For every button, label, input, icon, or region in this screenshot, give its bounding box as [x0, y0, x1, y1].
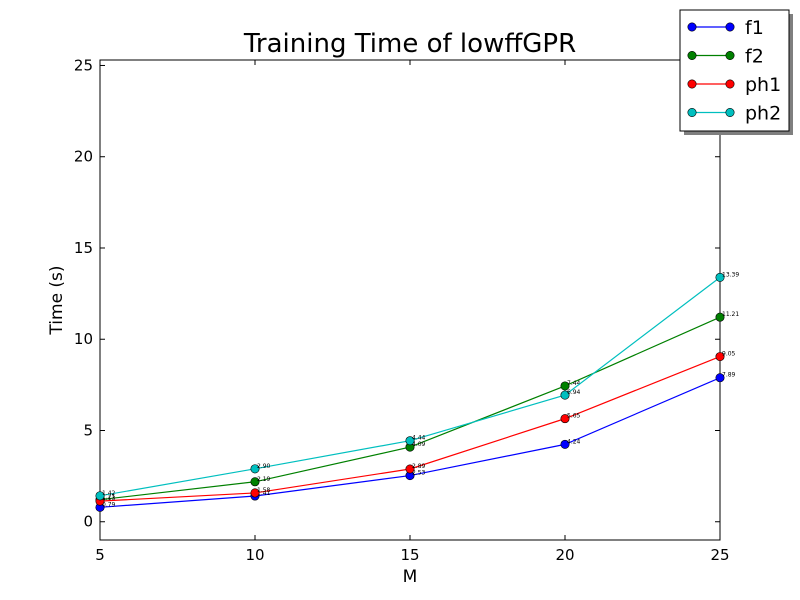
series-ph1: 1.13 1.58 2.89 5.65 9.05 [95, 351, 736, 506]
data-point [560, 390, 570, 400]
data-label: 2.90 [257, 463, 271, 470]
y-tick-label: 10 [74, 330, 93, 348]
data-label: 1.13 [102, 495, 116, 502]
legend-box [679, 9, 790, 132]
series-f2: 1.21 2.19 4.09 7.44 11.21 [95, 311, 739, 505]
x-tick-label: 10 [245, 546, 264, 564]
data-point [560, 414, 570, 424]
legend-label: f2 [745, 46, 764, 68]
legend-marker [725, 108, 735, 118]
y-tick-label: 20 [74, 148, 93, 166]
data-point [715, 272, 725, 282]
series-ph2: 1.42 2.90 4.44 6.94 13.39 [95, 271, 739, 501]
data-label: 1.58 [257, 487, 271, 494]
data-point [95, 491, 105, 501]
data-label: 4.24 [567, 438, 581, 445]
legend-marker [725, 50, 735, 60]
legend-marker [725, 79, 735, 89]
data-point [715, 352, 725, 362]
data-point [405, 464, 415, 474]
data-label: 1.41 [257, 490, 271, 497]
y-tick-label: 15 [74, 239, 93, 257]
data-label: 2.89 [412, 463, 426, 470]
data-label: 9.05 [722, 351, 736, 358]
x-tick-label: 15 [400, 546, 419, 564]
x-tick-label: 5 [95, 546, 105, 564]
legend-label: ph2 [745, 103, 781, 125]
data-label: 7.89 [722, 372, 736, 379]
data-label: 11.21 [722, 311, 739, 318]
data-point [250, 464, 260, 474]
legend-item-ph1: ph1 [687, 74, 781, 96]
data-label: 0.79 [102, 501, 116, 508]
legend-item-f1: f1 [687, 17, 764, 39]
data-label: 2.53 [412, 470, 426, 477]
chart-title: Training Time of lowffGPR [243, 29, 576, 59]
x-tick-label: 25 [710, 546, 729, 564]
legend-marker [725, 22, 735, 32]
data-label: 5.65 [567, 413, 581, 420]
data-label: 6.94 [567, 389, 581, 396]
plot-area: 5 10 15 20 2505101520250.791.412.534.247.891… [74, 56, 739, 564]
legend-item-f2: f2 [687, 46, 764, 68]
y-tick-label: 25 [74, 56, 93, 74]
data-point [405, 436, 415, 446]
y-tick-label: 0 [83, 513, 93, 531]
data-label: 7.44 [567, 380, 581, 387]
data-point [250, 477, 260, 487]
legend-marker [687, 79, 697, 89]
legend-marker [687, 108, 697, 118]
y-tick-label: 5 [83, 421, 93, 439]
data-point [560, 439, 570, 449]
y-axis-label: Time (s) [47, 265, 67, 335]
x-tick-label: 20 [555, 546, 574, 564]
data-label: 13.39 [722, 271, 739, 278]
data-point [560, 381, 570, 391]
x-axis-label: M [403, 567, 418, 587]
data-point [715, 312, 725, 322]
series-f1: 0.79 1.41 2.53 4.24 7.89 [95, 372, 736, 512]
legend-label: ph1 [745, 74, 781, 96]
data-label: 1.42 [102, 490, 116, 497]
data-point [715, 373, 725, 383]
data-point [250, 488, 260, 498]
series-line [99, 276, 721, 497]
legend: f1 f2 ph1 ph2 [679, 9, 793, 135]
legend-marker [687, 22, 697, 32]
data-label: 2.19 [257, 476, 271, 483]
legend-label: f1 [745, 17, 764, 39]
data-label: 4.09 [412, 441, 426, 448]
data-label: 4.44 [412, 435, 426, 442]
data-label: 1.21 [102, 494, 116, 501]
legend-marker [687, 50, 697, 60]
legend-item-ph2: ph2 [687, 103, 781, 125]
